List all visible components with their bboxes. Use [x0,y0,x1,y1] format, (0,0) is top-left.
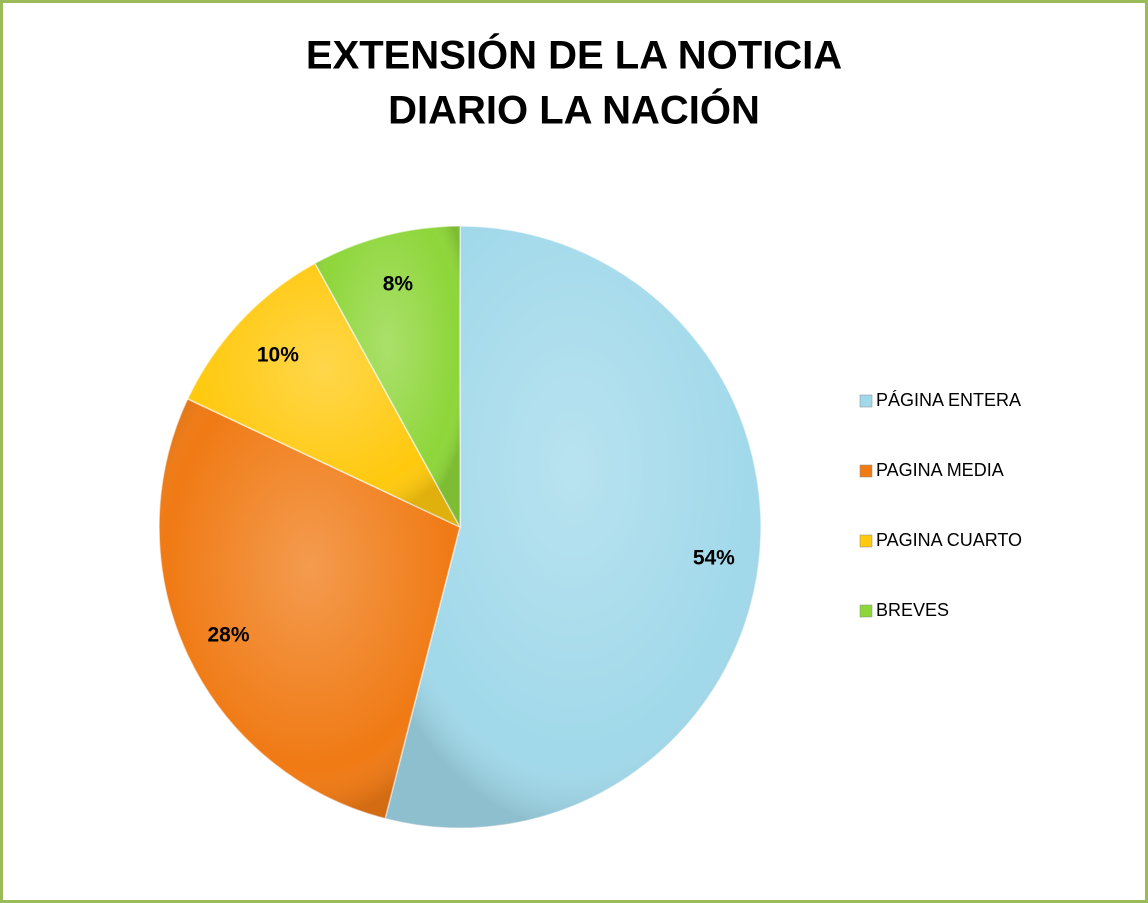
data-label: 8% [383,273,414,296]
chart-title: DIARIO LA NACIÓN [388,87,760,133]
legend-swatch [859,604,873,618]
data-label: 28% [207,623,249,646]
slice-shade [385,226,762,828]
slice-shade [159,398,460,819]
legend-label: PÁGINA ENTERA [876,390,1021,410]
legend-label: BREVES [876,600,949,620]
data-label: 10% [257,344,299,367]
legend-label: PAGINA CUARTO [876,530,1022,550]
slice-shade [314,226,460,527]
legend-swatch [859,394,873,408]
legend-swatch [859,534,873,548]
legend-label: PAGINA MEDIA [876,460,1004,480]
data-label: 54% [693,547,735,570]
slice-shade [187,263,460,527]
legend-swatch [859,464,873,478]
chart-title: EXTENSIÓN DE LA NOTICIA [306,32,842,78]
